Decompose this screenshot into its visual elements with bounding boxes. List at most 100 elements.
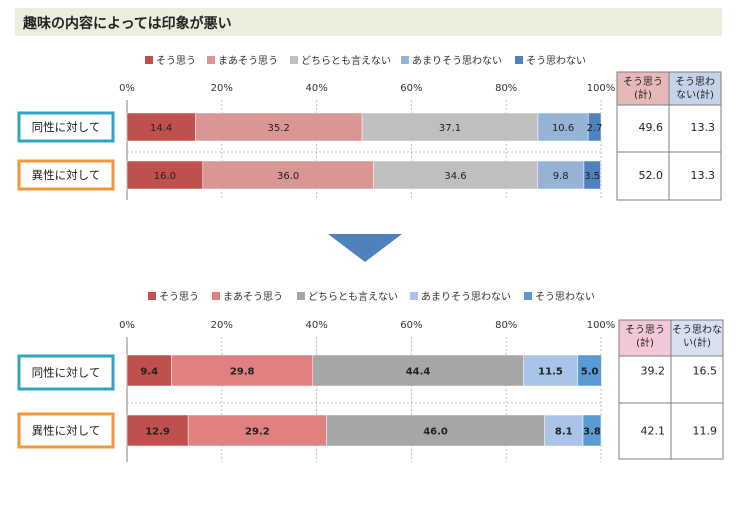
bar-segment — [126, 112, 196, 142]
bar-value-label: 37.1 — [439, 123, 461, 134]
x-tick-label: 100% — [587, 83, 616, 94]
x-tick-label: 80% — [495, 83, 517, 94]
x-tick-label: 20% — [211, 320, 233, 331]
bar-value-label: 36.0 — [277, 171, 299, 182]
table-value: 13.3 — [691, 121, 716, 134]
table-header-cell — [618, 319, 672, 357]
legend-swatch — [145, 56, 153, 64]
bar-value-label: 8.1 — [555, 427, 573, 438]
legend-swatch — [148, 292, 156, 300]
page-title: 趣味の内容によっては印象が悪い — [23, 16, 232, 32]
x-tick-label: 60% — [400, 83, 422, 94]
table-value: 49.6 — [639, 121, 664, 134]
bar-value-label: 9.4 — [140, 367, 158, 378]
table-header-cell — [616, 71, 670, 106]
bar-value-label: 3.8 — [583, 427, 601, 438]
table-header-label: (計) — [636, 336, 654, 349]
table-header-label: い(計) — [683, 336, 711, 349]
title-bar: 趣味の内容によっては印象が悪い — [15, 8, 722, 36]
bar-value-label: 11.5 — [538, 367, 563, 378]
legend-swatch — [290, 56, 298, 64]
legend-label: そう思わない — [535, 291, 595, 303]
bar-value-label: 3.5 — [584, 171, 600, 182]
bar-segment — [582, 414, 602, 447]
row-label-box — [17, 111, 115, 143]
table-value: 13.3 — [691, 169, 716, 182]
bar-segment — [195, 112, 363, 142]
bar-value-label: 10.6 — [552, 123, 574, 134]
bar-segment — [126, 354, 172, 387]
chart-bottom: そう思う まあそう思う どちらとも言えない あまりそう思わない そう思わない 0% 20% 4… — [17, 290, 724, 462]
x-tick-label: 40% — [305, 83, 327, 94]
row-label: 異性に対して — [32, 168, 101, 182]
bar-segment — [361, 112, 539, 142]
bar-segment — [126, 414, 189, 447]
bar-segment — [202, 160, 374, 190]
x-tick-label: 20% — [211, 83, 233, 94]
legend-label: そう思わない — [526, 55, 586, 67]
table-header-label: そう思わ — [675, 76, 715, 88]
bar-value-label: 14.4 — [150, 123, 172, 134]
x-tick-label: 0% — [119, 83, 135, 94]
legend-label: まあそう思う — [223, 291, 283, 303]
chart-top: そう思う まあそう思う どちらとも言えない あまりそう思わない そう思わない 0% 20% 4… — [17, 54, 722, 201]
table-header-label: (計) — [634, 88, 652, 101]
table-header-label: そう思う — [623, 76, 663, 88]
bar-segment — [577, 354, 602, 387]
bar-segment — [587, 112, 602, 142]
x-tick-label: 60% — [400, 320, 422, 331]
bar-value-label: 16.0 — [154, 171, 176, 182]
legend-swatch — [524, 292, 532, 300]
table-value: 52.0 — [639, 169, 664, 182]
row-label-box — [17, 354, 115, 391]
legend-swatch — [297, 292, 305, 300]
table-value: 42.1 — [641, 425, 666, 438]
bar-value-label: 29.2 — [245, 427, 270, 438]
row-label: 同性に対して — [32, 366, 101, 380]
down-arrow-icon — [328, 234, 402, 262]
bar-segment — [537, 160, 585, 190]
bar-value-label: 34.6 — [444, 171, 466, 182]
legend-label: どちらとも言えない — [308, 290, 398, 303]
bar-value-label: 29.8 — [230, 367, 255, 378]
row-label: 異性に対して — [32, 424, 101, 438]
bar-segment — [583, 160, 601, 190]
bar-segment — [523, 354, 579, 387]
table-header-label: そう思う — [625, 324, 665, 336]
bar-segment — [126, 160, 204, 190]
legend-label: あまりそう思わない — [412, 55, 502, 67]
legend-swatch — [212, 292, 220, 300]
bar-value-label: 12.9 — [145, 427, 170, 438]
bar-value-label: 46.0 — [423, 427, 448, 438]
bar-value-label: 5.0 — [581, 367, 599, 378]
legend-label: そう思う — [159, 291, 199, 303]
legend-swatch — [515, 56, 523, 64]
table-value: 16.5 — [693, 365, 718, 378]
bar-segment — [544, 414, 584, 447]
bar-value-label: 35.2 — [268, 123, 290, 134]
row-label-box — [17, 412, 115, 449]
bar-value-label: 44.4 — [406, 367, 431, 378]
bar-segment — [537, 112, 589, 142]
x-tick-label: 0% — [119, 320, 135, 331]
bar-value-label: 9.8 — [553, 171, 569, 182]
table-value: 39.2 — [641, 365, 666, 378]
x-tick-label: 80% — [495, 320, 517, 331]
table-header-label: ない(計) — [676, 88, 714, 101]
table-header-label: そう思わな — [672, 324, 722, 336]
x-tick-label: 100% — [587, 320, 616, 331]
legend-swatch — [207, 56, 215, 64]
table-value: 11.9 — [693, 425, 718, 438]
row-label: 同性に対して — [32, 120, 101, 134]
arrow-shape — [328, 234, 402, 262]
legend-label: そう思う — [156, 55, 196, 67]
row-label-box — [17, 159, 115, 191]
bar-value-label: 2.7 — [587, 123, 603, 134]
legend-label: あまりそう思わない — [421, 291, 511, 303]
legend-swatch — [410, 292, 418, 300]
legend-label: まあそう思う — [218, 55, 278, 67]
table-header-cell — [668, 71, 722, 106]
bar-segment — [187, 414, 327, 447]
x-tick-label: 40% — [305, 320, 327, 331]
